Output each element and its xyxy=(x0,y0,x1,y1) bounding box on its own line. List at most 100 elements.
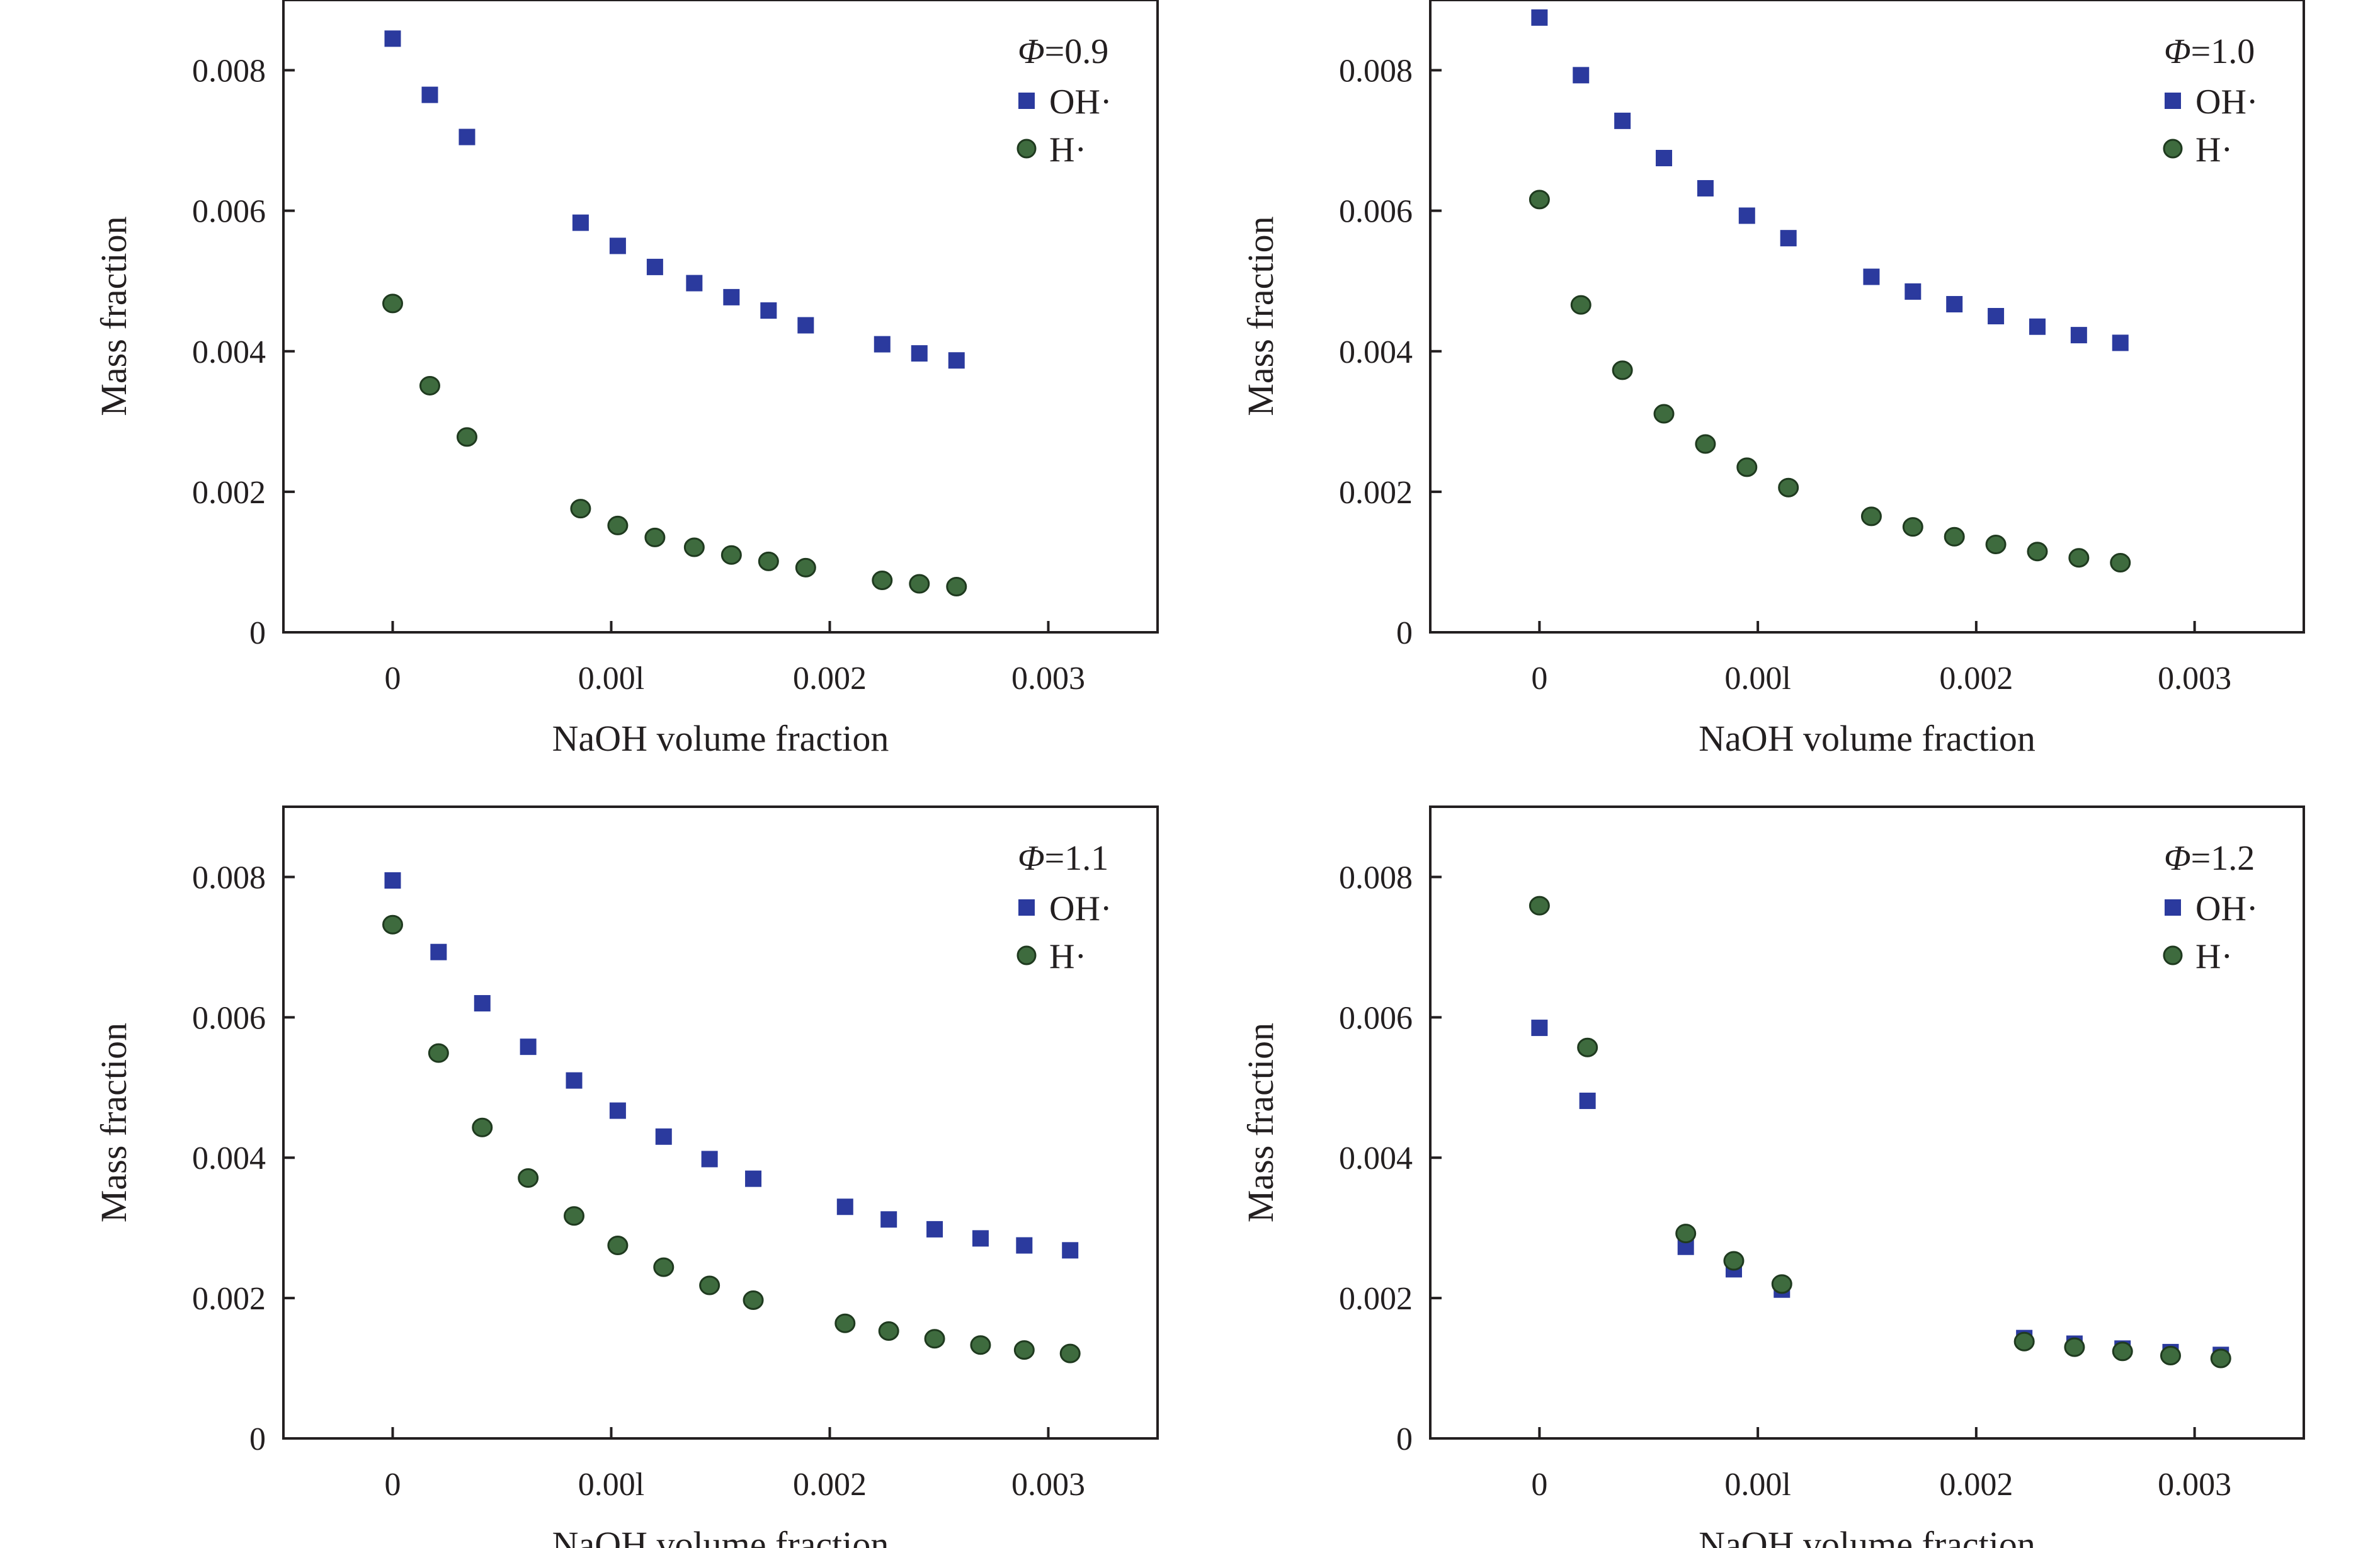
phi-symbol: Φ xyxy=(2164,32,2191,71)
data-point-circle xyxy=(428,1043,449,1063)
data-point-circle xyxy=(382,914,403,935)
phi-annotation: Φ=1.2 xyxy=(2164,839,2255,878)
data-point-circle xyxy=(570,499,591,519)
x-tick-label: 0.002 xyxy=(1939,1467,2013,1503)
legend: OH· H· xyxy=(2163,83,2258,169)
data-point-circle xyxy=(2013,1331,2035,1352)
data-point-circle xyxy=(419,375,440,396)
legend-marker-square xyxy=(2165,899,2181,916)
y-axis-title: Mass fraction xyxy=(93,216,134,416)
data-point-square xyxy=(2029,318,2046,335)
legend: OH· H· xyxy=(2163,889,2258,976)
phi-annotation: Φ=0.9 xyxy=(1018,32,1108,71)
legend-marker-circle xyxy=(1016,945,1037,965)
data-point-square xyxy=(1656,150,1673,166)
legend-label: H· xyxy=(2195,130,2233,169)
x-tick-label: 0 xyxy=(1531,1467,1547,1503)
phi-symbol: Φ xyxy=(1018,839,1045,878)
data-point-square xyxy=(874,336,891,353)
series-h xyxy=(1529,190,2131,573)
data-point-circle xyxy=(382,293,403,314)
data-point-square xyxy=(566,1072,583,1089)
data-point-square xyxy=(572,214,589,231)
data-point-square xyxy=(948,352,965,369)
x-tick-label: 0.00l xyxy=(1724,1467,1791,1503)
series-h xyxy=(382,293,967,596)
data-point-circle xyxy=(1675,1224,1697,1244)
data-point-circle xyxy=(872,570,893,590)
data-point-square xyxy=(1614,112,1631,129)
data-point-square xyxy=(760,302,777,319)
data-point-circle xyxy=(1723,1251,1745,1271)
data-point-circle xyxy=(607,515,629,535)
series-h xyxy=(1529,896,2231,1369)
data-point-circle xyxy=(2064,1337,2085,1357)
legend: OH· H· xyxy=(1016,83,1112,169)
data-point-square xyxy=(2070,327,2087,344)
phi-symbol: Φ xyxy=(2164,839,2191,878)
series-oh xyxy=(384,872,1079,1259)
y-tick-label: 0.006 xyxy=(1339,1000,1413,1036)
data-point-square xyxy=(2112,334,2129,351)
y-tick-label: 0.008 xyxy=(1339,860,1413,896)
legend-label: H· xyxy=(1049,130,1086,169)
data-point-square xyxy=(1579,1092,1596,1109)
data-point-circle xyxy=(878,1321,899,1341)
y-tick-label: 0 xyxy=(1396,615,1413,651)
data-point-circle xyxy=(699,1275,720,1295)
plot-frame xyxy=(282,0,1159,634)
data-point-square xyxy=(836,1198,853,1215)
data-point-circle xyxy=(758,551,779,571)
data-point-square xyxy=(1863,268,1880,285)
data-point-circle xyxy=(607,1236,629,1256)
data-point-circle xyxy=(456,427,477,447)
data-point-circle xyxy=(1860,506,1882,526)
y-tick-label: 0.004 xyxy=(1339,1141,1413,1176)
data-point-square xyxy=(520,1039,537,1056)
data-point-circle xyxy=(924,1329,945,1349)
data-point-square xyxy=(1531,9,1548,26)
data-point-square xyxy=(1988,308,2005,324)
data-point-square xyxy=(609,1102,626,1119)
legend-marker-square xyxy=(1018,93,1035,109)
x-tick-label: 0 xyxy=(1531,661,1547,697)
data-point-circle xyxy=(909,574,930,594)
phi-value: =1.1 xyxy=(1045,839,1109,878)
y-tick-label: 0 xyxy=(1396,1421,1413,1457)
plot-frame xyxy=(282,805,1159,1440)
data-point-circle xyxy=(2027,542,2048,562)
plot-frame xyxy=(1429,805,2305,1440)
x-tick-label: 0.003 xyxy=(1011,661,1085,697)
legend-marker-circle xyxy=(2163,945,2183,965)
x-tick-label: 0 xyxy=(385,661,401,697)
y-tick-label: 0 xyxy=(249,1421,266,1457)
data-point-circle xyxy=(1013,1340,1035,1360)
y-tick-label: 0.002 xyxy=(1339,1281,1413,1317)
x-axis-title: NaOH volume fraction xyxy=(552,1524,889,1548)
data-point-circle xyxy=(1529,190,1550,210)
data-point-square xyxy=(1780,230,1797,247)
data-point-circle xyxy=(472,1117,493,1137)
data-point-square xyxy=(686,275,703,292)
series-oh xyxy=(384,30,965,369)
data-point-square xyxy=(701,1151,718,1168)
data-point-circle xyxy=(1771,1274,1792,1294)
y-tick-label: 0.006 xyxy=(192,194,266,230)
y-axis-title: Mass fraction xyxy=(1240,1023,1281,1222)
data-point-square xyxy=(655,1128,672,1145)
legend-marker-circle xyxy=(2163,139,2183,159)
plot-frame xyxy=(1429,0,2305,634)
data-point-square xyxy=(1016,1237,1033,1254)
data-point-circle xyxy=(653,1257,675,1277)
data-point-square xyxy=(609,237,626,254)
data-point-square xyxy=(1573,67,1590,84)
data-point-square xyxy=(384,30,401,47)
legend-marker-square xyxy=(2165,93,2181,109)
legend-marker-square xyxy=(1018,899,1035,916)
x-tick-label: 0.003 xyxy=(2158,1467,2231,1503)
data-point-square xyxy=(880,1211,897,1228)
phi-annotation: Φ=1.1 xyxy=(1018,839,1108,878)
y-tick-label: 0.004 xyxy=(1339,334,1413,370)
data-point-circle xyxy=(1778,477,1799,498)
data-point-circle xyxy=(1529,896,1550,916)
